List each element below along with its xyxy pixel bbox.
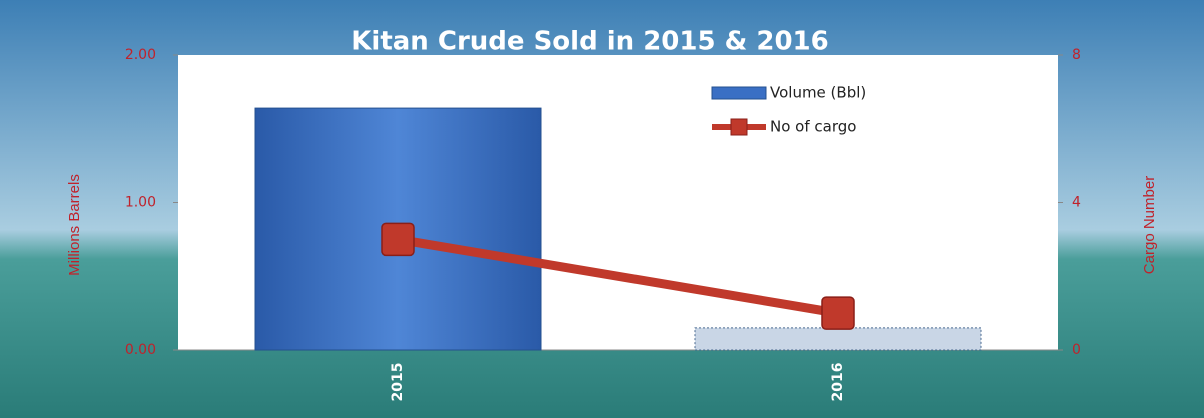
line-marker <box>821 296 855 330</box>
y2-tick-label: 8 <box>1072 47 1081 63</box>
legend-swatch <box>711 86 767 100</box>
legend-label: Volume (Bbl) <box>770 84 866 102</box>
y-tick-label: 2.00 <box>125 47 156 63</box>
y2-axis-title: Cargo Number <box>1141 176 1158 274</box>
chart-title: Kitan Crude Sold in 2015 & 2016 <box>351 27 828 57</box>
bar <box>694 327 982 351</box>
y-axis-title: Millions Barrels <box>66 174 83 276</box>
y-tick-label: 0.00 <box>125 342 156 358</box>
y2-tick-label: 0 <box>1072 342 1081 358</box>
legend-label: No of cargo <box>770 118 856 136</box>
y2-tick-label: 4 <box>1072 195 1081 211</box>
x-tick-label: 2016 <box>830 363 846 402</box>
x-tick-label: 2015 <box>390 363 406 402</box>
line-marker <box>381 222 415 257</box>
y-tick-label: 1.00 <box>125 195 156 211</box>
legend-swatch <box>730 118 748 136</box>
line <box>397 234 839 318</box>
